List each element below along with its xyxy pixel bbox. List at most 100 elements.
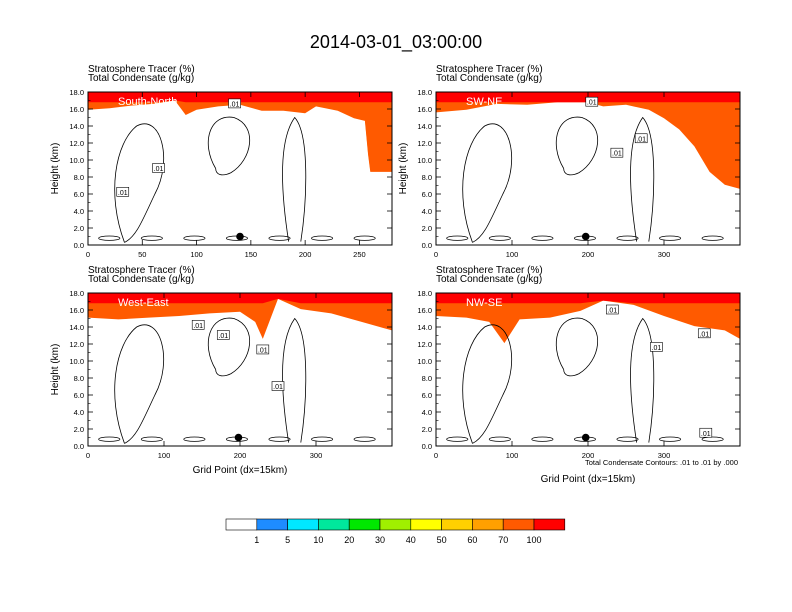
contour-label-box bbox=[228, 98, 241, 109]
contour-label: .01 bbox=[193, 323, 203, 330]
contour-label-box bbox=[610, 147, 624, 158]
y-tick-label: 4.0 bbox=[422, 207, 432, 216]
contour-label: .01 bbox=[218, 333, 228, 340]
condensate-contour-low bbox=[98, 436, 121, 442]
condensate-contour-low bbox=[488, 235, 511, 241]
condensate-contour bbox=[462, 123, 512, 243]
x-tick-label: 250 bbox=[353, 250, 366, 259]
colorbar-swatch bbox=[441, 518, 473, 531]
contour-label-box bbox=[606, 304, 619, 315]
y-tick-label: 2.0 bbox=[422, 224, 432, 233]
colorbar-label: 50 bbox=[437, 535, 447, 545]
panel-background bbox=[88, 293, 392, 446]
contour-label-box bbox=[191, 319, 205, 330]
y-tick-label: 2.0 bbox=[422, 425, 432, 434]
y-tick-label: 8.0 bbox=[422, 173, 432, 182]
x-tick-label: 0 bbox=[434, 451, 438, 460]
colorbar-swatch bbox=[533, 518, 566, 531]
condensate-contour-low bbox=[659, 235, 682, 241]
y-tick-label: 16.0 bbox=[417, 306, 432, 315]
y-tick-label: 4.0 bbox=[74, 408, 84, 417]
x-tick-label: 200 bbox=[582, 451, 595, 460]
colorbar-swatch bbox=[472, 518, 504, 531]
colorbar-swatch bbox=[410, 518, 442, 531]
y-tick-label: 6.0 bbox=[422, 391, 432, 400]
y-tick-label: 14.0 bbox=[69, 122, 84, 131]
y-tick-label: 6.0 bbox=[74, 391, 84, 400]
x-tick-label: 50 bbox=[138, 250, 146, 259]
panel-plot-area bbox=[436, 92, 740, 245]
colorbar-swatch bbox=[225, 518, 258, 531]
condensate-contour-low bbox=[353, 235, 376, 241]
colorbar-swatch bbox=[502, 518, 535, 531]
colorbar: 1 5 10 20 30 40 50 60 70 100 bbox=[225, 518, 566, 545]
y-tick-label: 0.0 bbox=[74, 442, 84, 451]
condensate-contour-low bbox=[659, 436, 682, 442]
panel-header-condensate: Total Condensate (g/kg) bbox=[436, 274, 542, 285]
y-tick-label: 2.0 bbox=[74, 224, 84, 233]
panel-plot-area bbox=[436, 293, 740, 446]
y-tick-label: 4.0 bbox=[422, 408, 432, 417]
y-tick-label: 14.0 bbox=[417, 122, 432, 131]
y-tick-label: 10.0 bbox=[417, 156, 432, 165]
contour-label-box bbox=[152, 163, 165, 173]
condensate-contour bbox=[555, 317, 598, 377]
y-tick-label: 12.0 bbox=[417, 340, 432, 349]
condensate-contour bbox=[282, 317, 307, 443]
contour-label: .01 bbox=[587, 100, 597, 107]
location-marker bbox=[236, 232, 244, 241]
y-tick-label: 16.0 bbox=[69, 306, 84, 315]
condensate-contour-low bbox=[140, 436, 163, 442]
y-tick-label: 2.0 bbox=[74, 425, 84, 434]
x-tick-label: 0 bbox=[86, 451, 90, 460]
colorbar-label: 30 bbox=[375, 535, 385, 545]
condensate-contour-low bbox=[268, 436, 291, 442]
x-tick-label: 0 bbox=[86, 250, 90, 259]
y-tick-label: 12.0 bbox=[417, 139, 432, 148]
panel-background bbox=[88, 92, 392, 245]
contour-label: .01 bbox=[154, 166, 164, 173]
tracer-band-top bbox=[88, 92, 392, 103]
contour-label-box bbox=[697, 328, 711, 339]
condensate-contour bbox=[114, 123, 164, 243]
contour-label-box bbox=[650, 342, 663, 352]
x-tick-label: 100 bbox=[506, 250, 519, 259]
panel-section-label: SW-NE bbox=[466, 96, 502, 108]
location-marker bbox=[234, 433, 243, 442]
contour-label: .01 bbox=[612, 151, 622, 158]
y-tick-label: 12.0 bbox=[69, 340, 84, 349]
panel-0: Stratosphere Tracer (%)Total Condensate … bbox=[50, 64, 393, 259]
colorbar-label: 100 bbox=[526, 535, 541, 545]
x-tick-label: 100 bbox=[158, 451, 171, 460]
contour-label-box bbox=[256, 344, 270, 355]
y-tick-label: 0.0 bbox=[422, 442, 432, 451]
x-tick-label: 0 bbox=[434, 250, 438, 259]
contour-label: .01 bbox=[273, 384, 283, 391]
y-tick-label: 10.0 bbox=[69, 357, 84, 366]
panel-section-label: NW-SE bbox=[466, 297, 502, 309]
contour-label-box bbox=[585, 96, 599, 107]
condensate-contour-low bbox=[268, 235, 291, 241]
condensate-contour-low bbox=[183, 235, 206, 241]
condensate-contour bbox=[207, 317, 250, 377]
panel-header-tracer: Stratosphere Tracer (%) bbox=[436, 64, 543, 75]
condensate-contour-low bbox=[488, 436, 511, 442]
y-tick-label: 8.0 bbox=[422, 374, 432, 383]
y-tick-label: 14.0 bbox=[417, 323, 432, 332]
y-tick-label: 4.0 bbox=[74, 207, 84, 216]
colorbar-swatch bbox=[348, 518, 381, 531]
location-marker bbox=[581, 232, 590, 241]
colorbar-swatch bbox=[287, 518, 319, 531]
colorbar-label: 40 bbox=[406, 535, 416, 545]
panel-plot-area bbox=[88, 293, 392, 446]
tracer-band bbox=[436, 293, 740, 344]
y-tick-label: 6.0 bbox=[422, 190, 432, 199]
contour-footnote: Total Condensate Contours: .01 to .01 by… bbox=[585, 458, 738, 467]
y-tick-label: 0.0 bbox=[422, 241, 432, 250]
contour-label: .01 bbox=[607, 308, 617, 315]
condensate-contour-low bbox=[446, 235, 469, 241]
y-axis-label: Height (km) bbox=[50, 344, 61, 396]
y-tick-label: 0.0 bbox=[74, 241, 84, 250]
panel-header-tracer: Stratosphere Tracer (%) bbox=[88, 64, 195, 75]
